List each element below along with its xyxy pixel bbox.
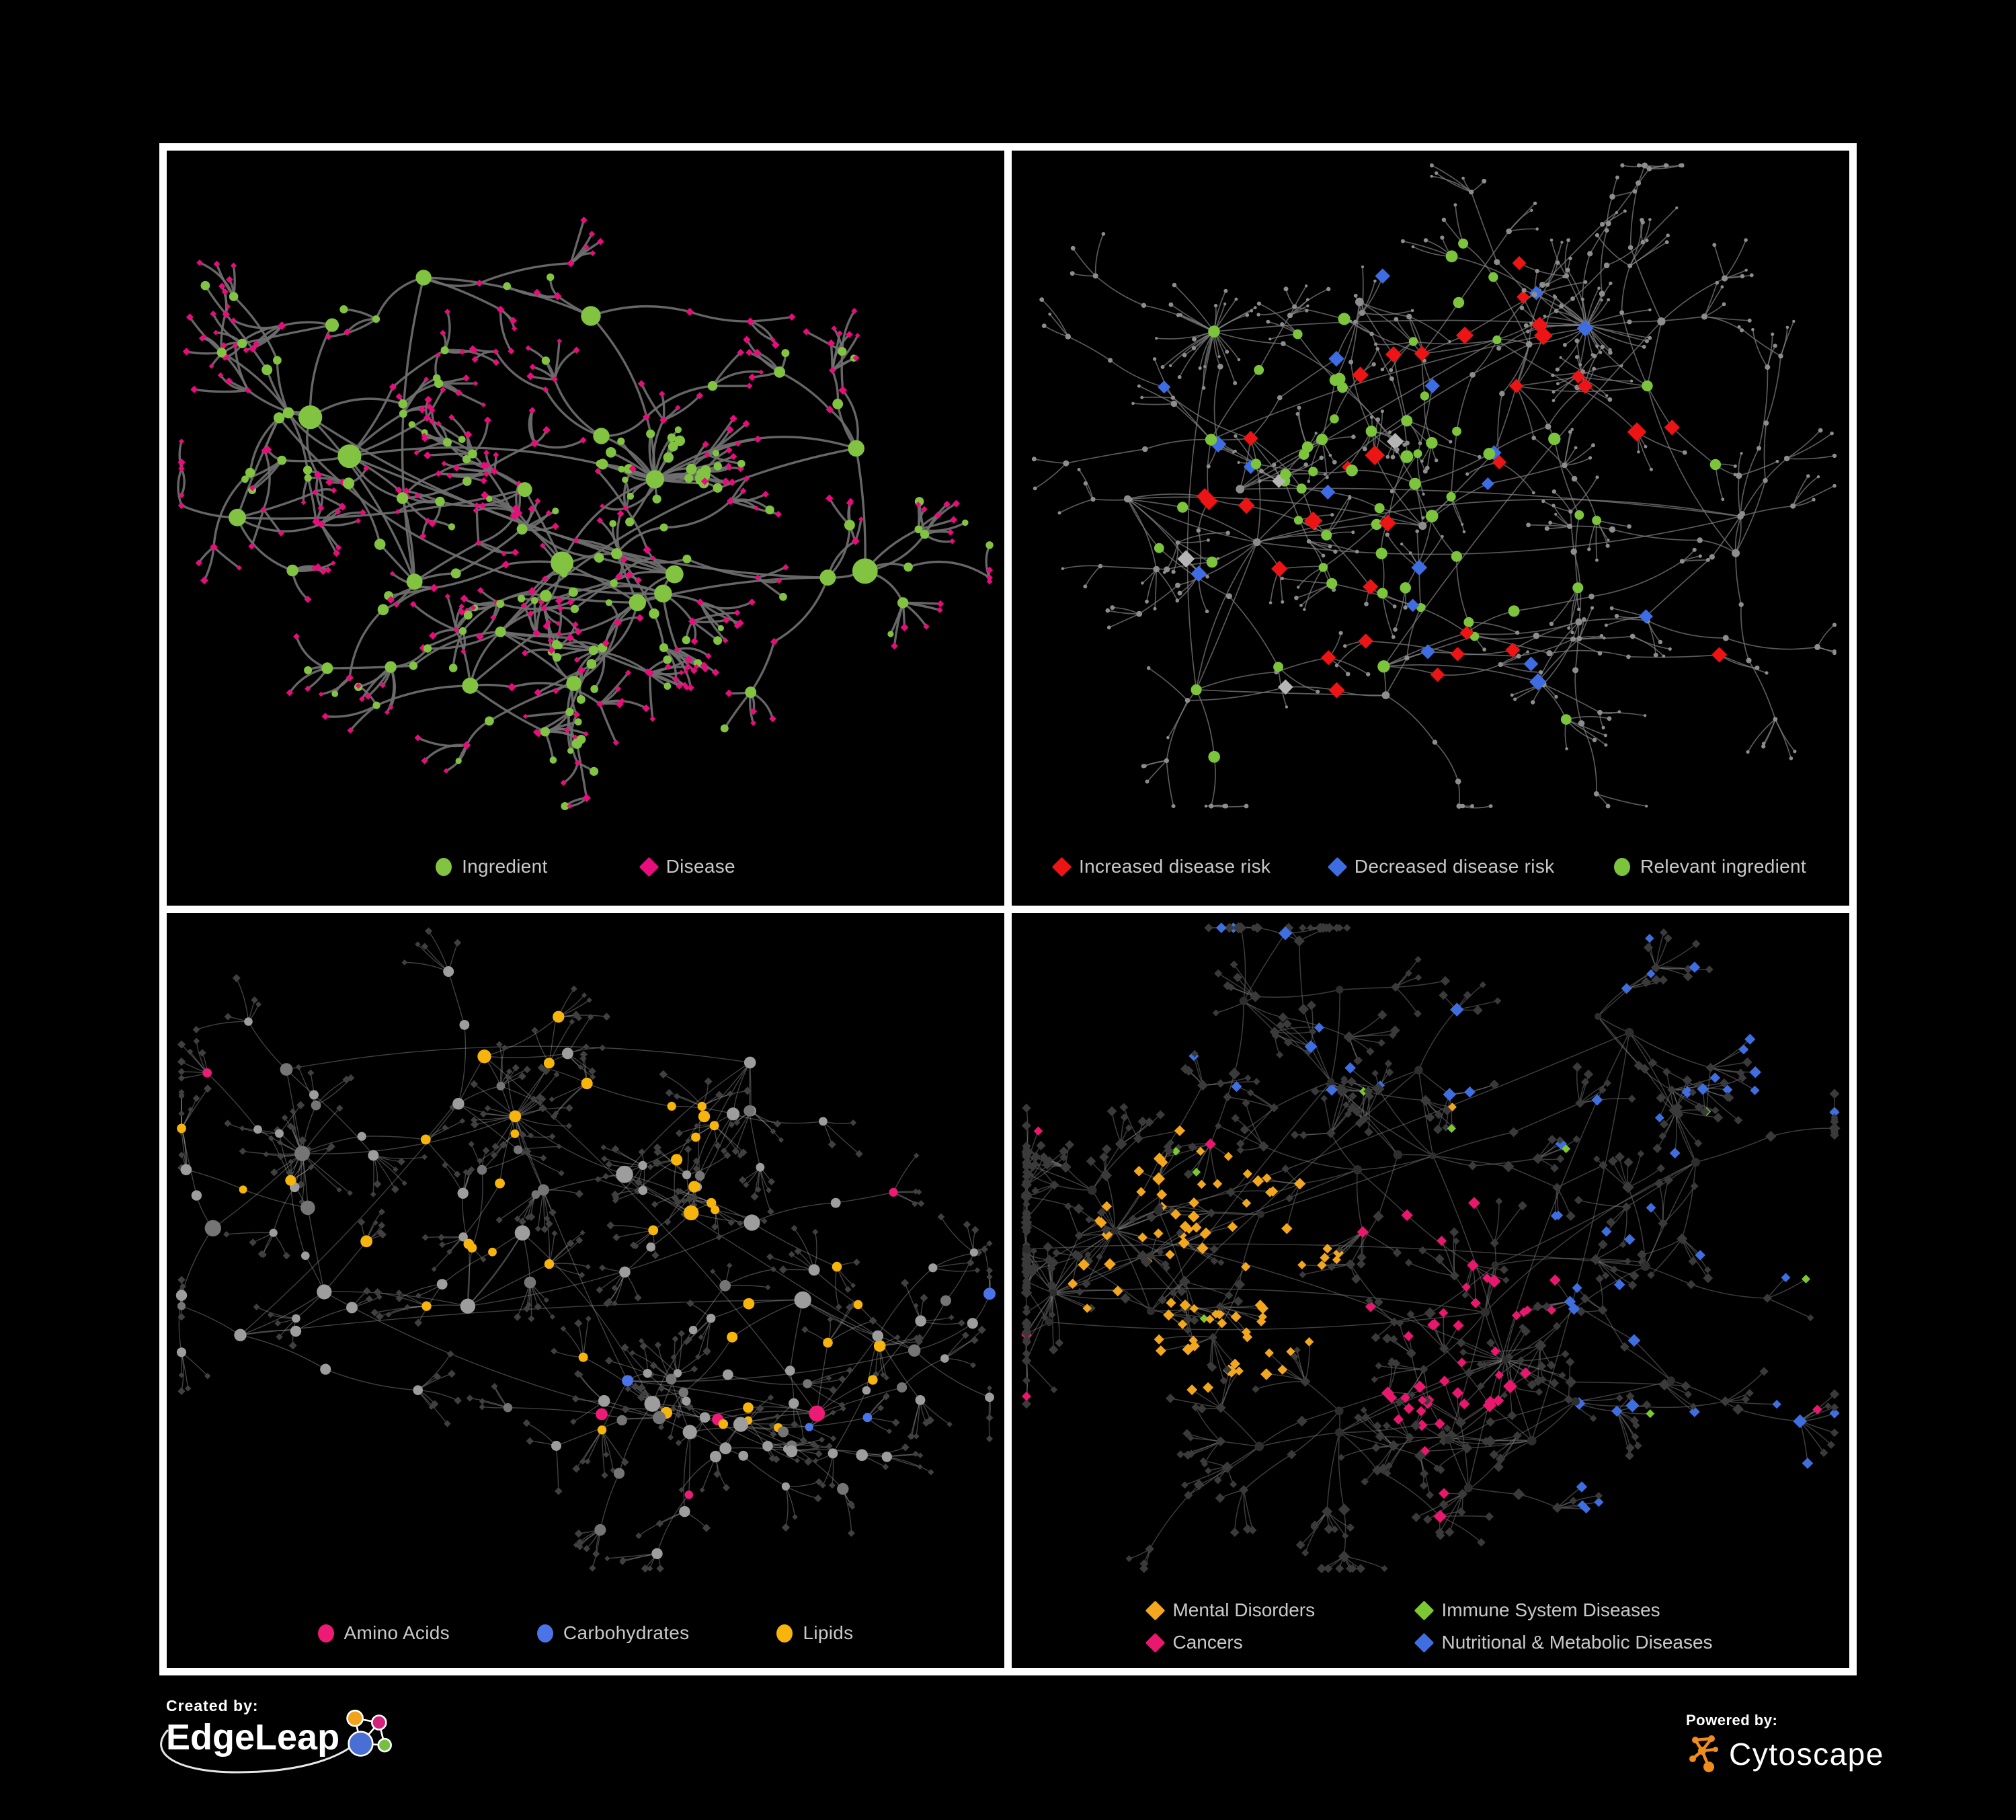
legend-label-carbohydrates: Carbohydrates: [563, 1622, 690, 1643]
legend-item-lipids: Lipids: [776, 1622, 853, 1644]
ingredient-disease-graph: [177, 216, 994, 810]
legend-item-amino-acids: Amino Acids: [317, 1622, 450, 1644]
edgeleap-node-pink: [371, 1714, 387, 1731]
disease-risk-graph: [1031, 162, 1837, 809]
powered-by-label: Powered by:: [1686, 1712, 1778, 1729]
edgeleap-node-blue: [348, 1731, 374, 1757]
disease-category-legend: Mental Disorders Immune System Diseases …: [1012, 1599, 1849, 1653]
edgeleap-credit: Created by: EdgeLeap: [160, 1697, 393, 1774]
legend-item-mental-disorders: Mental Disorders: [1145, 1599, 1417, 1621]
cytoscape-brand-row: Cytoscape: [1686, 1733, 1884, 1775]
disease-category-graph: [1020, 922, 1841, 1574]
legend-label-increased-risk: Increased disease risk: [1079, 856, 1271, 877]
figure-grid: Ingredient Disease Increased disease ris…: [159, 143, 1857, 1675]
legend-item-cancers: Cancers: [1145, 1632, 1417, 1653]
legend-label-ingredient: Ingredient: [462, 856, 548, 877]
legend-label-relevant-ingredient: Relevant ingredient: [1640, 856, 1806, 877]
legend-item-decreased-risk: Decreased disease risk: [1327, 856, 1555, 877]
carbohydrates-symbol: [536, 1624, 553, 1643]
cytoscape-logo-icon: [1689, 1735, 1718, 1772]
edgeleap-node-green: [377, 1737, 393, 1753]
legend-label-lipids: Lipids: [803, 1622, 854, 1643]
edgeleap-wordmark: EdgeLeap: [166, 1717, 340, 1757]
legend-label-decreased-risk: Decreased disease risk: [1354, 856, 1555, 877]
legend-label-disease: Disease: [666, 856, 735, 877]
legend-label-amino-acids: Amino Acids: [344, 1622, 450, 1643]
panel-disease-risk: Increased disease risk Decreased disease…: [1012, 151, 1849, 906]
macronutrient-legend: Amino Acids Carbohydrates Lipids: [167, 1622, 1004, 1644]
edgeleap-swoosh: [160, 1729, 364, 1774]
legend-label-mental-disorders: Mental Disorders: [1172, 1599, 1316, 1620]
edgeleap-logo-icon: [346, 1709, 393, 1757]
legend-item-nutritional-metabolic-diseases: Nutritional & Metabolic Diseases: [1414, 1632, 1713, 1653]
panel-macronutrients: Amino Acids Carbohydrates Lipids: [167, 913, 1004, 1668]
amino-acids-symbol: [317, 1624, 334, 1643]
lipids-symbol: [776, 1624, 793, 1643]
panel-disease-categories: Mental Disorders Immune System Diseases …: [1012, 913, 1849, 1668]
legend-item-disease: Disease: [639, 856, 735, 877]
cancers-symbol: [1145, 1632, 1166, 1653]
legend-label-nutritional-metabolic-diseases: Nutritional & Metabolic Diseases: [1441, 1632, 1713, 1653]
disease-symbol: [639, 857, 659, 877]
disease-risk-legend: Increased disease risk Decreased disease…: [1012, 856, 1849, 877]
edgeleap-brand-row: EdgeLeap: [166, 1709, 393, 1765]
cytoscape-credit: Powered by: Cytoscape: [1686, 1712, 1884, 1775]
legend-item-relevant-ingredient: Relevant ingredient: [1614, 856, 1806, 877]
legend-label-cancers: Cancers: [1172, 1632, 1243, 1653]
legend-label-immune-system-diseases: Immune System Diseases: [1441, 1599, 1660, 1620]
disease-category-legend-grid: Mental Disorders Immune System Diseases …: [1145, 1599, 1713, 1653]
legend-item-ingredient: Ingredient: [436, 856, 548, 877]
relevant-ingredient-symbol: [1614, 857, 1631, 876]
ingredient-disease-legend: Ingredient Disease: [167, 856, 1004, 877]
immune-system-diseases-symbol: [1414, 1600, 1435, 1620]
edgeleap-node-orange: [346, 1709, 364, 1727]
mental-disorders-symbol: [1145, 1600, 1166, 1620]
decreased-risk-symbol: [1327, 857, 1348, 877]
nutritional-metabolic-diseases-symbol: [1414, 1632, 1435, 1653]
panel-ingredient-disease: Ingredient Disease: [167, 151, 1004, 906]
legend-item-carbohydrates: Carbohydrates: [536, 1622, 690, 1644]
ingredient-symbol: [436, 857, 452, 876]
cytoscape-wordmark: Cytoscape: [1729, 1737, 1884, 1772]
macronutrient-graph: [175, 927, 996, 1573]
legend-item-increased-risk: Increased disease risk: [1051, 856, 1271, 877]
legend-item-immune-system-diseases: Immune System Diseases: [1414, 1599, 1712, 1621]
increased-risk-symbol: [1051, 857, 1072, 877]
created-by-label: Created by:: [166, 1697, 259, 1714]
